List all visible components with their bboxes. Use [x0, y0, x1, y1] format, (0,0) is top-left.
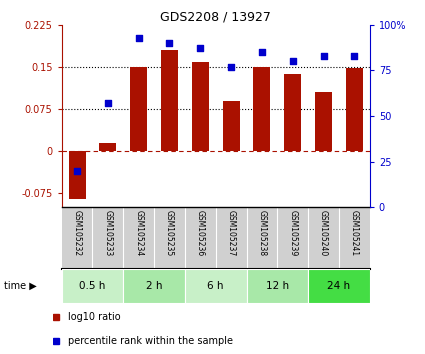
Text: 12 h: 12 h — [266, 281, 289, 291]
Bar — [68, 151, 85, 199]
Point — [197, 46, 204, 51]
Text: GSM105233: GSM105233 — [103, 210, 112, 256]
Point — [320, 53, 327, 59]
Point — [258, 49, 265, 55]
Text: 24 h: 24 h — [327, 281, 351, 291]
Text: log10 ratio: log10 ratio — [68, 312, 120, 322]
Text: 0.5 h: 0.5 h — [79, 281, 106, 291]
Text: GSM105240: GSM105240 — [319, 210, 328, 256]
Bar — [161, 50, 178, 151]
Text: time ▶: time ▶ — [4, 281, 37, 291]
Text: 2 h: 2 h — [146, 281, 162, 291]
Point — [135, 35, 142, 40]
Bar — [130, 67, 147, 151]
Bar — [246, 269, 308, 303]
Point — [289, 58, 296, 64]
Bar — [123, 269, 185, 303]
Text: GSM105241: GSM105241 — [350, 210, 359, 256]
Point — [74, 168, 80, 173]
Point — [228, 64, 235, 69]
Bar — [99, 143, 116, 151]
Bar — [223, 101, 240, 151]
Text: GSM105232: GSM105232 — [73, 210, 82, 256]
Point — [105, 100, 111, 106]
Text: GSM105235: GSM105235 — [165, 210, 174, 256]
Text: percentile rank within the sample: percentile rank within the sample — [68, 336, 233, 346]
Bar — [346, 68, 363, 151]
Bar — [315, 92, 332, 151]
Bar — [308, 269, 370, 303]
Text: GSM105236: GSM105236 — [196, 210, 205, 256]
Bar — [185, 269, 246, 303]
Bar — [253, 67, 270, 151]
Text: GSM105238: GSM105238 — [258, 210, 266, 256]
Bar — [192, 62, 209, 151]
Text: GSM105234: GSM105234 — [134, 210, 143, 256]
Bar — [62, 269, 123, 303]
Point — [166, 40, 173, 46]
Text: 6 h: 6 h — [207, 281, 224, 291]
Bar — [284, 74, 301, 151]
Text: GSM105237: GSM105237 — [227, 210, 235, 256]
Point — [351, 53, 358, 59]
Title: GDS2208 / 13927: GDS2208 / 13927 — [160, 11, 271, 24]
Text: GSM105239: GSM105239 — [288, 210, 297, 256]
